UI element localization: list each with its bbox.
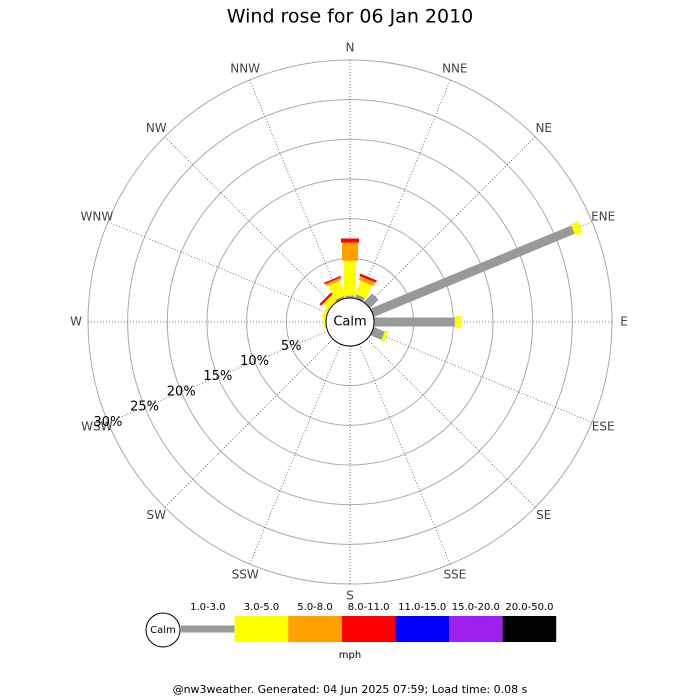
direction-label: ESE	[592, 419, 615, 433]
grid-ring	[166, 138, 534, 506]
petal-segment	[570, 221, 583, 236]
direction-label: S	[346, 589, 354, 603]
direction-label: NNE	[442, 61, 468, 75]
legend-label: 1.0-3.0	[190, 602, 225, 613]
petal-segment	[324, 275, 342, 285]
petal-segment	[344, 260, 356, 296]
petal-segment	[355, 280, 372, 299]
direction-label: WSW	[81, 419, 112, 433]
petal-segment	[325, 277, 342, 287]
ring-label: 10%	[240, 354, 269, 369]
direction-label: SSE	[443, 568, 466, 582]
petal-segment	[341, 238, 359, 243]
ring-label: 30%	[93, 415, 122, 430]
petal-segment	[342, 242, 358, 261]
petal-segment	[370, 327, 385, 340]
spoke	[107, 221, 328, 314]
spoke	[358, 79, 451, 300]
petal-segment	[321, 305, 331, 319]
calm-label: Calm	[333, 315, 366, 330]
legend-label: 11.0-15.0	[398, 602, 446, 613]
legend-label: 15.0-20.0	[452, 602, 500, 613]
ring-label: 15%	[203, 369, 232, 384]
petal-segment	[335, 295, 345, 302]
petal-segment	[345, 295, 355, 298]
direction-label: NE	[535, 121, 552, 135]
spoke	[164, 136, 334, 306]
petal-segment	[319, 291, 334, 306]
grid-ring	[206, 178, 494, 466]
legend-swatch	[395, 616, 449, 642]
spoke	[358, 344, 451, 565]
direction-label: SW	[147, 508, 167, 522]
petal-segment	[328, 280, 346, 300]
legend-swatch	[449, 616, 503, 642]
legend-swatch	[502, 616, 557, 642]
direction-label: W	[70, 315, 82, 329]
ring-label: 25%	[130, 400, 159, 415]
spoke	[249, 79, 342, 300]
petal-segment	[363, 293, 379, 309]
direction-label: N	[346, 41, 355, 55]
spoke	[366, 338, 536, 508]
direction-label: NW	[146, 121, 167, 135]
legend-label: 8.0-11.0	[348, 602, 390, 613]
legend-calm-label: Calm	[150, 625, 176, 636]
petal-segment	[355, 294, 365, 302]
ring-label: 20%	[167, 384, 196, 399]
legend-swatch	[288, 616, 342, 642]
petal-segment	[374, 317, 455, 327]
petal-segment	[454, 316, 462, 328]
petal-segment	[358, 276, 376, 287]
petal-segment	[380, 330, 389, 343]
unit-label: mph	[339, 650, 361, 661]
legend-swatch	[234, 616, 289, 642]
spoke	[249, 344, 342, 565]
legend-label: 3.0-5.0	[244, 602, 279, 613]
petal-segment	[370, 225, 575, 317]
direction-label: NNW	[230, 61, 260, 75]
spoke	[107, 330, 328, 423]
petal-segment	[359, 273, 377, 283]
legend-label: 5.0-8.0	[297, 602, 332, 613]
direction-label: WNW	[80, 210, 113, 224]
direction-label: ENE	[591, 210, 615, 224]
legend-calm	[145, 612, 181, 648]
chart-title: Wind rose for 06 Jan 2010	[227, 6, 474, 28]
spoke	[372, 330, 593, 423]
petal-segment	[323, 316, 326, 328]
petal-segment	[323, 295, 338, 310]
legend-label: 20.0-50.0	[505, 602, 553, 613]
direction-label: SE	[536, 508, 551, 522]
direction-label: E	[620, 315, 628, 329]
ring-label: 5%	[281, 339, 302, 354]
spoke	[366, 136, 536, 306]
calm-circle	[325, 297, 375, 347]
spoke	[164, 338, 334, 508]
legend-swatch	[341, 616, 396, 642]
direction-label: SSW	[232, 568, 259, 582]
footer: @nw3weather. Generated: 04 Jun 2025 07:5…	[173, 683, 528, 696]
